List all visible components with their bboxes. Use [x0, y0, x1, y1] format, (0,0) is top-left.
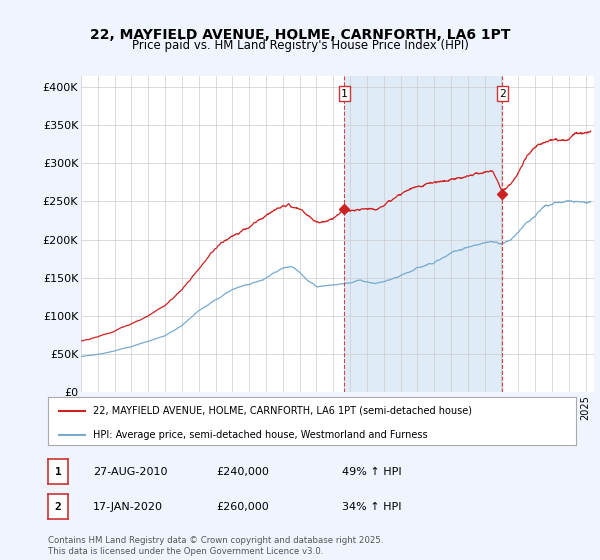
Text: £240,000: £240,000 [216, 467, 269, 477]
Text: 2: 2 [55, 502, 62, 511]
Text: 1: 1 [341, 88, 347, 99]
Text: Contains HM Land Registry data © Crown copyright and database right 2025.
This d: Contains HM Land Registry data © Crown c… [48, 536, 383, 556]
Text: Price paid vs. HM Land Registry's House Price Index (HPI): Price paid vs. HM Land Registry's House … [131, 39, 469, 53]
Text: 49% ↑ HPI: 49% ↑ HPI [342, 467, 401, 477]
Text: £260,000: £260,000 [216, 502, 269, 511]
Text: 22, MAYFIELD AVENUE, HOLME, CARNFORTH, LA6 1PT (semi-detached house): 22, MAYFIELD AVENUE, HOLME, CARNFORTH, L… [93, 405, 472, 416]
Text: HPI: Average price, semi-detached house, Westmorland and Furness: HPI: Average price, semi-detached house,… [93, 430, 428, 440]
Text: 27-AUG-2010: 27-AUG-2010 [93, 467, 167, 477]
Text: 34% ↑ HPI: 34% ↑ HPI [342, 502, 401, 511]
Text: 2: 2 [499, 88, 506, 99]
Text: 22, MAYFIELD AVENUE, HOLME, CARNFORTH, LA6 1PT: 22, MAYFIELD AVENUE, HOLME, CARNFORTH, L… [90, 28, 510, 42]
Bar [344, 76, 502, 392]
Text: 1: 1 [55, 467, 62, 477]
Text: 17-JAN-2020: 17-JAN-2020 [93, 502, 163, 511]
